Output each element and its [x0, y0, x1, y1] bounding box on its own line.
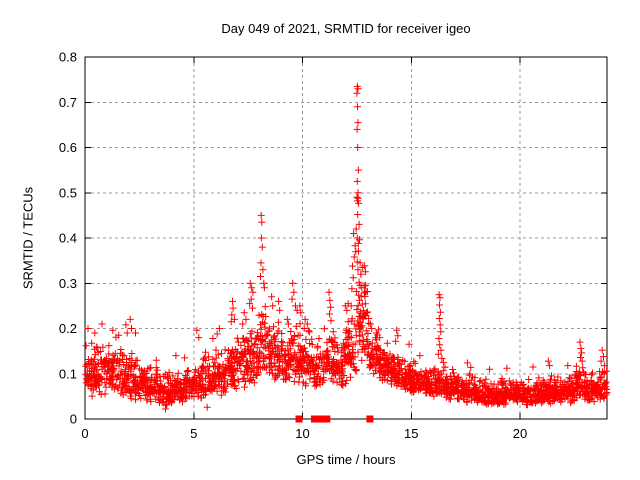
x-tick-label: 15 [404, 426, 418, 441]
x-tick-label: 10 [295, 426, 309, 441]
x-tick-label: 5 [190, 426, 197, 441]
chart-title: Day 049 of 2021, SRMTID for receiver ige… [221, 21, 471, 36]
y-tick-label: 0.7 [59, 95, 77, 110]
zero-flag-marker [295, 415, 303, 423]
scatter-points [82, 82, 611, 413]
y-tick-label: 0 [70, 412, 77, 427]
x-tick-label: 0 [81, 426, 88, 441]
zero-flag-marker [316, 415, 324, 423]
y-tick-label: 0.1 [59, 366, 77, 381]
y-tick-label: 0.3 [59, 276, 77, 291]
plot-border [84, 56, 608, 420]
y-tick-label: 0.2 [59, 321, 77, 336]
grid-lines [85, 57, 607, 419]
x-tick-label: 20 [513, 426, 527, 441]
y-tick-label: 0.4 [59, 231, 77, 246]
x-axis-label: GPS time / hours [296, 452, 396, 467]
y-tick-label: 0.6 [59, 140, 77, 155]
y-tick-label: 0.5 [59, 185, 77, 200]
zero-flag-marker [310, 415, 318, 423]
y-tick-label: 0.8 [59, 50, 77, 65]
zero-flag-marker [323, 415, 331, 423]
zero-flag-marker [366, 415, 374, 423]
